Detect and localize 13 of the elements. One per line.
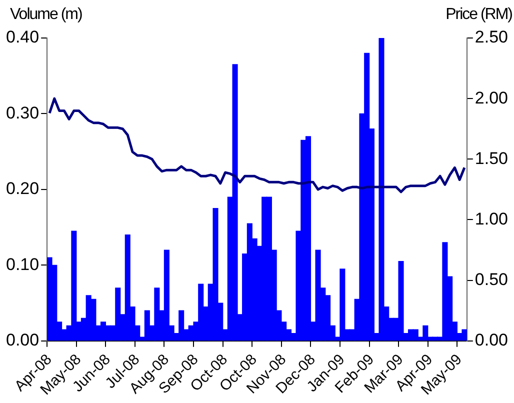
y2-tick-label: 1.00: [474, 209, 508, 228]
y2-tick-label: 2.50: [474, 28, 508, 47]
y-tick-label: 0.00: [6, 330, 40, 350]
y-tick-label: 0.30: [6, 103, 40, 122]
y-tick-label: 0.40: [6, 28, 40, 47]
y-tick-label: 0.10: [6, 254, 40, 274]
y2-tick-label: 0.50: [474, 270, 508, 290]
y2-tick-label: 0.00: [474, 330, 508, 350]
y-axis-title: Volume (m): [10, 6, 82, 24]
y2-tick-label: 2.00: [474, 88, 508, 108]
y2-tick-label: 1.50: [474, 148, 508, 168]
y2-axis-title: Price (RM): [446, 6, 512, 24]
y-tick-label: 0.20: [6, 179, 40, 198]
